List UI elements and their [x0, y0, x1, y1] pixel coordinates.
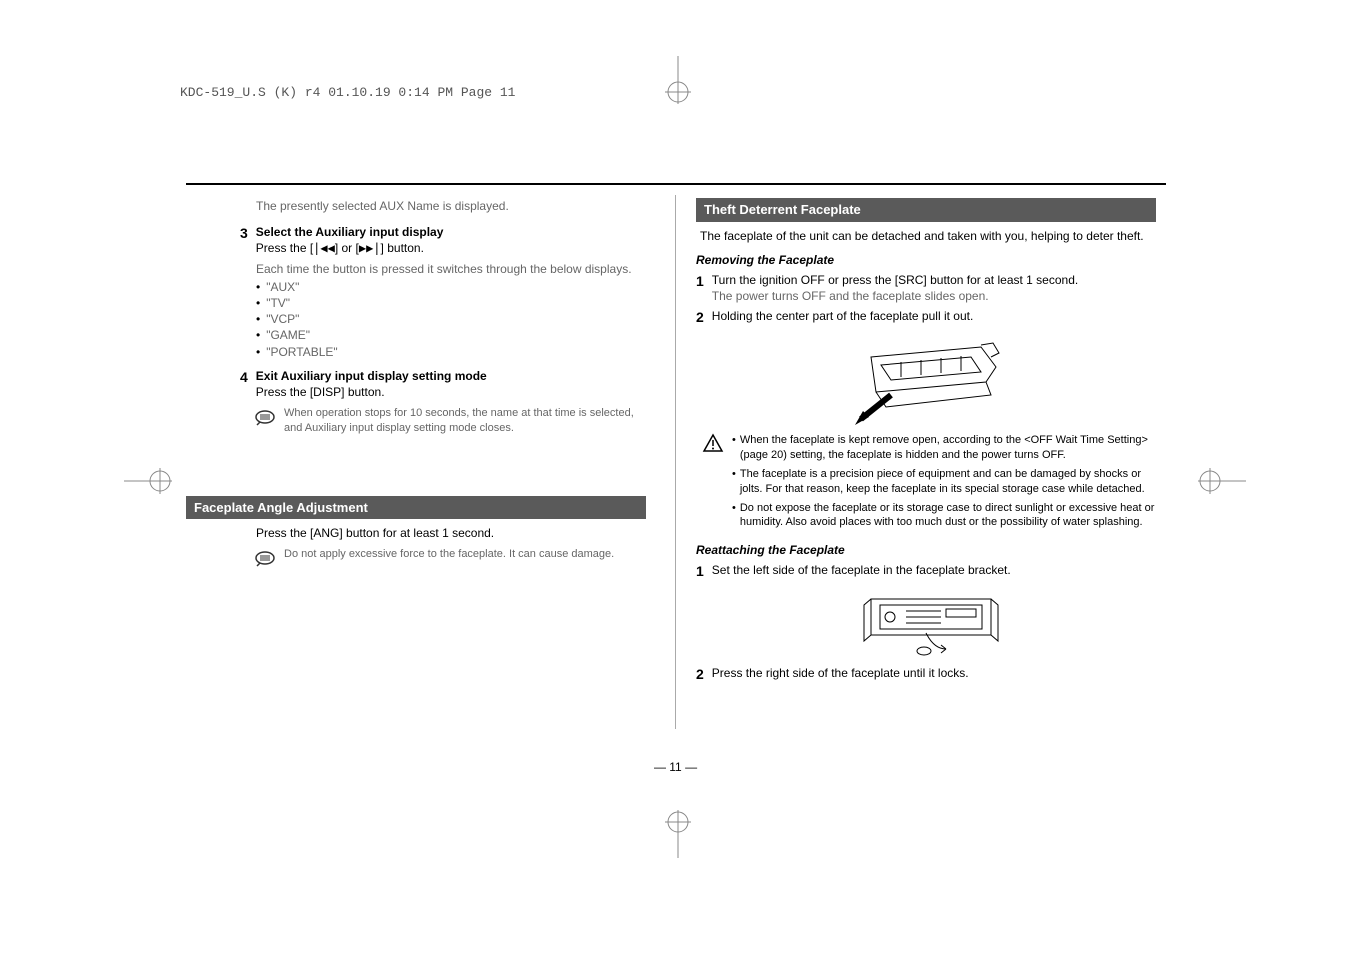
remove-step-2: 2 Holding the center part of the facepla…	[696, 308, 1156, 327]
faceplate-remove-illustration	[841, 337, 1011, 427]
section-theft-header: Theft Deterrent Faceplate	[696, 198, 1156, 222]
faceplate-attach-illustration	[846, 591, 1006, 661]
aux-item-1: •"TV"	[186, 295, 646, 311]
attach-2-text: Press the right side of the faceplate un…	[712, 665, 1156, 684]
warn-item-0: •When the faceplate is kept remove open,…	[732, 433, 1156, 463]
note-force: Do not apply excessive force to the face…	[186, 547, 646, 571]
note-icon	[254, 406, 276, 436]
subhead-removing: Removing the Faceplate	[696, 252, 1156, 268]
page-number: — 11 —	[0, 760, 1351, 774]
note-timeout-text: When operation stops for 10 seconds, the…	[284, 406, 646, 436]
aux-item-0: •"AUX"	[186, 279, 646, 295]
step-4-num: 4	[240, 368, 248, 400]
note-icon	[254, 547, 276, 571]
attach-step-2: 2 Press the right side of the faceplate …	[696, 665, 1156, 684]
crop-mark-right	[1198, 466, 1246, 496]
aux-item-4: •"PORTABLE"	[186, 344, 646, 360]
top-rule	[186, 183, 1166, 185]
angle-instruction: Press the [ANG] button for at least 1 se…	[186, 525, 646, 541]
remove-1-text: Turn the ignition OFF or press the [SRC]…	[712, 272, 1156, 288]
step-4-title: Exit Auxiliary input display setting mod…	[256, 368, 646, 384]
note-timeout: When operation stops for 10 seconds, the…	[186, 406, 646, 436]
step-3-press: Press the [|◀◀] or [▶▶|] button.	[256, 240, 646, 256]
left-column: The presently selected AUX Name is displ…	[186, 198, 646, 572]
attach-1-num: 1	[696, 562, 704, 581]
warn-item-1: •The faceplate is a precision piece of e…	[732, 467, 1156, 497]
note-force-text: Do not apply excessive force to the face…	[284, 547, 614, 571]
remove-1-sub: The power turns OFF and the faceplate sl…	[712, 288, 1156, 304]
prev-track-icon: |◀◀	[313, 241, 335, 255]
aux-intro: The presently selected AUX Name is displ…	[186, 198, 646, 214]
step-4: 4 Exit Auxiliary input display setting m…	[186, 368, 646, 400]
subhead-reattaching: Reattaching the Faceplate	[696, 542, 1156, 558]
aux-item-2: •"VCP"	[186, 311, 646, 327]
theft-intro: The faceplate of the unit can be detache…	[696, 228, 1156, 244]
remove-1-num: 1	[696, 272, 704, 304]
step-3-title: Select the Auxiliary input display	[256, 224, 646, 240]
attach-2-num: 2	[696, 665, 704, 684]
step-3: 3 Select the Auxiliary input display Pre…	[186, 224, 646, 256]
column-divider	[675, 195, 676, 729]
crop-mark-bottom	[663, 810, 693, 858]
crop-mark-left	[124, 466, 172, 496]
attach-step-1: 1 Set the left side of the faceplate in …	[696, 562, 1156, 581]
section-angle-header: Faceplate Angle Adjustment	[186, 496, 646, 520]
remove-2-num: 2	[696, 308, 704, 327]
right-column: Theft Deterrent Faceplate The faceplate …	[696, 198, 1156, 688]
remove-2-text: Holding the center part of the faceplate…	[712, 308, 1156, 327]
remove-step-1: 1 Turn the ignition OFF or press the [SR…	[696, 272, 1156, 304]
warn-item-2: •Do not expose the faceplate or its stor…	[732, 501, 1156, 531]
attach-1-text: Set the left side of the faceplate in th…	[712, 562, 1156, 581]
step-3-num: 3	[240, 224, 248, 256]
print-header: KDC-519_U.S (K) r4 01.10.19 0:14 PM Page…	[180, 85, 515, 100]
next-track-icon: ▶▶|	[359, 241, 381, 255]
warning-block: •When the faceplate is kept remove open,…	[696, 433, 1156, 534]
crop-mark-top	[663, 56, 693, 104]
step-3-desc: Each time the button is pressed it switc…	[186, 261, 646, 277]
step-4-press: Press the [DISP] button.	[256, 384, 646, 400]
aux-item-3: •"GAME"	[186, 327, 646, 343]
warning-icon	[702, 433, 724, 534]
